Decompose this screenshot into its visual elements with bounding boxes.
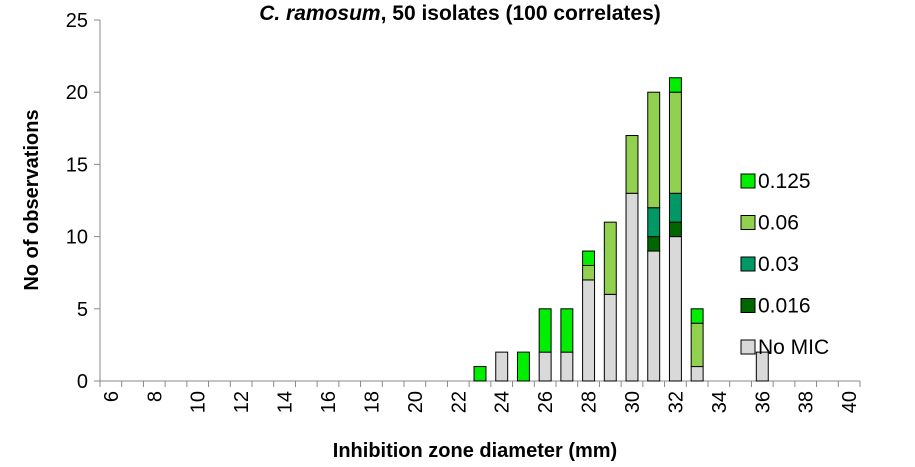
- legend-label: 0.016: [758, 295, 811, 318]
- bar-segment: [495, 351, 509, 382]
- x-tick-label: 40: [839, 391, 861, 413]
- bar-segment: [690, 322, 704, 368]
- y-axis: 0 5 10 15 20 25: [66, 10, 101, 393]
- x-tick-label: 10: [188, 391, 210, 413]
- chart-title-italic: C. ramosum: [259, 2, 380, 25]
- bars: [473, 77, 769, 382]
- x-tick-label: 32: [665, 391, 687, 413]
- legend-swatch: [740, 173, 756, 189]
- legend-label: 0.125: [758, 170, 811, 193]
- bar-segment: [647, 250, 661, 382]
- x-tick-label: 34: [709, 391, 731, 413]
- y-tick-label: 10: [66, 227, 88, 249]
- bar-segment: [755, 351, 769, 382]
- y-tick-label: 20: [66, 82, 88, 104]
- bar-segment: [560, 351, 574, 382]
- chart-title: C. ramosum, 50 isolates (100 correlates): [259, 2, 661, 25]
- y-tick-label: 25: [66, 10, 88, 32]
- x-tick-label: 28: [579, 391, 601, 413]
- x-tick-label: 6: [101, 391, 123, 402]
- x-tick-label: 16: [318, 391, 340, 413]
- bar-segment: [690, 366, 704, 382]
- bar-segment: [582, 250, 596, 266]
- legend-label: 0.03: [758, 253, 799, 276]
- legend-label: 0.06: [758, 212, 799, 235]
- bar-segment: [603, 293, 617, 382]
- y-tick-label: 0: [77, 371, 88, 393]
- legend-swatch: [740, 215, 756, 230]
- x-tick-label: 36: [752, 391, 774, 413]
- y-axis-title: No of observations: [21, 109, 43, 290]
- bar-segment: [668, 192, 682, 223]
- x-axis: 6 8 10 12 14 16 18 20 22 24 26 28 30 32 34 36 38 40: [99, 380, 861, 413]
- y-tick-label: 5: [77, 299, 88, 321]
- x-tick-label: 8: [144, 391, 166, 402]
- bar-segment: [668, 221, 682, 238]
- x-tick-label: 12: [231, 391, 253, 413]
- bar-segment: [538, 308, 552, 353]
- bar-segment: [690, 308, 704, 324]
- x-tick-label: 22: [448, 391, 470, 413]
- legend: 0.125 0.06 0.03 0.016 No MIC: [740, 170, 829, 359]
- legend-swatch: [740, 298, 756, 313]
- x-tick-label: 24: [492, 391, 514, 413]
- bar-segment: [625, 192, 639, 382]
- bar-segment: [538, 351, 552, 382]
- bar-segment: [647, 91, 661, 209]
- x-tick-label: 26: [535, 391, 557, 413]
- bar-segment: [582, 279, 596, 382]
- x-tick-label: 38: [796, 391, 818, 413]
- x-tick-label: 14: [275, 391, 297, 413]
- bar-segment: [560, 308, 574, 353]
- legend-swatch: [740, 339, 756, 355]
- chart-title-rest: , 50 isolates (100 correlates): [381, 2, 661, 25]
- legend-label: No MIC: [758, 336, 829, 359]
- bar-segment: [603, 221, 617, 295]
- legend-swatch: [740, 256, 756, 272]
- bar-segment: [668, 77, 682, 93]
- bar-segment: [473, 366, 487, 382]
- bar-segment: [516, 351, 530, 382]
- bar-segment: [625, 135, 639, 194]
- bar-segment: [647, 207, 661, 238]
- x-axis-title: Inhibition zone diameter (mm): [333, 440, 617, 462]
- x-tick-label: 30: [622, 391, 644, 413]
- bar-segment: [647, 236, 661, 252]
- x-tick-label: 18: [361, 391, 383, 413]
- y-tick-label: 15: [66, 154, 88, 176]
- x-tick-label: 20: [405, 391, 427, 413]
- bar-segment: [582, 264, 596, 281]
- bar-segment: [668, 236, 682, 382]
- bar-segment: [668, 91, 682, 194]
